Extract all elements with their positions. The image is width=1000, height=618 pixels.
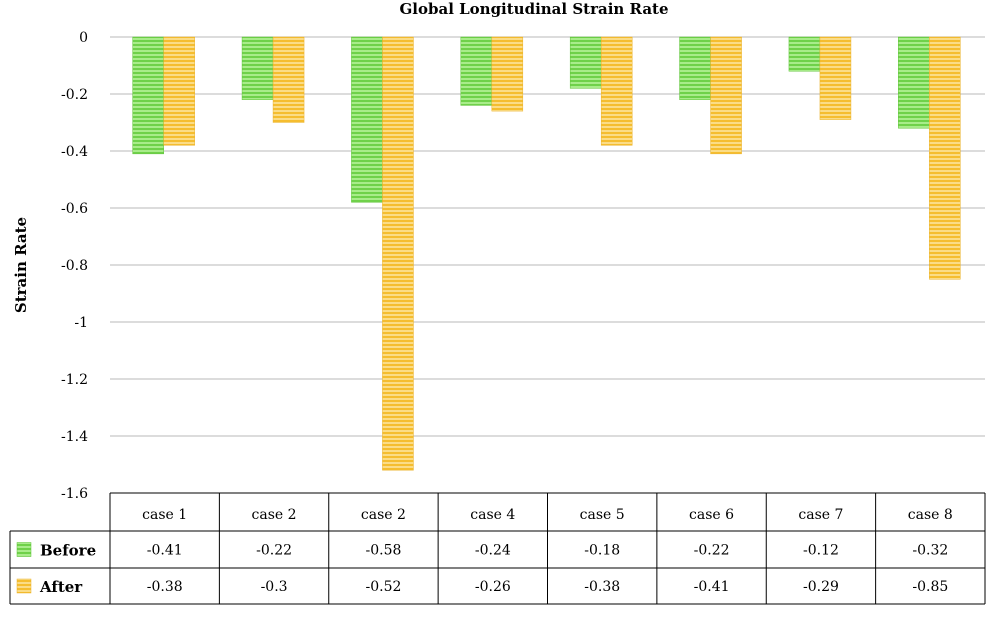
y-tick-label: -0.4 (61, 144, 88, 160)
category-label: case 2 (252, 507, 297, 523)
category-label: case 6 (689, 507, 734, 523)
y-tick-label: -1.2 (61, 372, 88, 388)
category-label: case 5 (580, 507, 625, 523)
table-cell: -0.22 (694, 543, 730, 559)
bar-before (132, 36, 164, 155)
y-tick-labels: 0 -0.2 -0.4 -0.6 -0.8 -1 -1.2 -1.4 -1.6 (61, 30, 88, 502)
bar-before (241, 36, 274, 100)
table-cell: -0.38 (584, 579, 620, 595)
bar-after (272, 36, 305, 123)
bar-after (163, 36, 195, 146)
bar-after (929, 36, 961, 280)
table-cell: -0.41 (147, 543, 183, 559)
table-cell: -0.32 (912, 543, 948, 559)
table-cell: -0.18 (584, 543, 620, 559)
legend-swatch-after (16, 578, 32, 594)
data-table: case 1 case 2 case 2 case 4 case 5 case 6 case… (9, 492, 986, 605)
table-cell: -0.38 (147, 579, 183, 595)
table-cell: -0.52 (365, 579, 401, 595)
bar-after (710, 36, 742, 155)
bar-after (819, 36, 852, 120)
gridlines (110, 36, 985, 437)
table-cell: -0.12 (803, 543, 839, 559)
y-tick-label: -0.8 (61, 258, 88, 274)
bar-before (460, 36, 493, 106)
table-cell: -0.41 (694, 579, 730, 595)
legend-swatch-before (16, 542, 32, 557)
chart-title: Global Longitudinal Strain Rate (399, 0, 668, 18)
y-tick-label: -0.2 (61, 87, 88, 103)
table-cell: -0.22 (256, 543, 292, 559)
bar-before (351, 36, 383, 203)
bar-after (491, 36, 524, 112)
table-cell: -0.24 (475, 543, 511, 559)
table-cell: -0.85 (912, 579, 948, 595)
bar-before (679, 36, 711, 100)
table-cell: -0.26 (475, 579, 511, 595)
category-label: case 1 (142, 507, 187, 523)
table-cell: -0.29 (803, 579, 839, 595)
y-tick-label: -1.6 (61, 486, 88, 502)
y-tick-label: -0.6 (61, 201, 88, 217)
bar-before (788, 36, 821, 72)
category-label: case 7 (798, 507, 843, 523)
bar-before (569, 36, 602, 89)
y-tick-label: -1 (74, 315, 88, 331)
category-label: case 4 (470, 507, 515, 523)
bars (132, 36, 961, 471)
category-label: case 2 (361, 507, 406, 523)
legend-label: Before (40, 542, 96, 560)
table-cell: -0.58 (365, 543, 401, 559)
y-axis-label: Strain Rate (12, 217, 30, 313)
y-tick-label: -1.4 (61, 429, 88, 445)
category-label: case 8 (908, 507, 953, 523)
table-cell: -0.3 (261, 579, 288, 595)
bar-after (382, 36, 414, 471)
bar-before (898, 36, 930, 129)
legend-label: After (39, 578, 83, 596)
bar-after (600, 36, 633, 146)
y-tick-label: 0 (79, 30, 88, 46)
